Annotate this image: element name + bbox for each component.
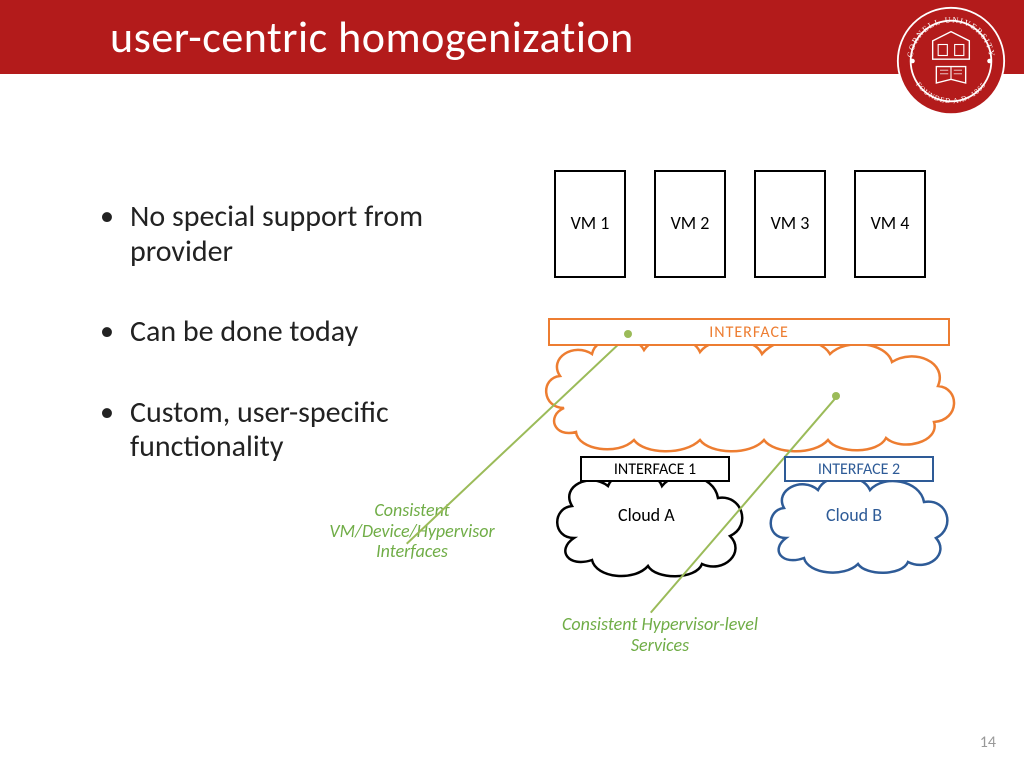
vm-box: VM 1 (554, 170, 626, 278)
interface-1-box: INTERFACE 1 (580, 456, 730, 482)
bullet-item: Can be done today (100, 315, 480, 350)
university-seal: CORNELL UNIVERSITY FOUNDED A.D. 1865 (896, 6, 1006, 116)
connector-endpoint (624, 330, 632, 338)
interface-2-box: INTERFACE 2 (784, 456, 934, 482)
vm-box: VM 4 (854, 170, 926, 278)
unified-cloud (534, 328, 966, 458)
connector-endpoint (832, 392, 840, 400)
vm-box: VM 2 (654, 170, 726, 278)
vm-row: VM 1 VM 2 VM 3 VM 4 (554, 170, 926, 278)
cloud-a-label: Cloud A (618, 504, 675, 526)
vm-box: VM 3 (754, 170, 826, 278)
architecture-diagram: VM 1 VM 2 VM 3 VM 4 INTERFACE INTERFACE … (530, 160, 1000, 680)
cloud-b-label: Cloud B (826, 504, 882, 526)
slide-title: user-centric homogenization (110, 10, 634, 64)
page-number: 14 (980, 733, 996, 752)
bullet-list: No special support from provider Can be … (100, 200, 480, 511)
interface-bar: INTERFACE (548, 318, 950, 346)
annotation-services: Consistent Hypervisor-level Services (550, 614, 770, 655)
annotation-interfaces: Consistent VM/Device/Hypervisor Interfac… (302, 500, 522, 562)
slide-header: user-centric homogenization (0, 0, 1024, 74)
bullet-item: Custom, user-specific functionality (100, 396, 480, 465)
bullet-item: No special support from provider (100, 200, 480, 269)
